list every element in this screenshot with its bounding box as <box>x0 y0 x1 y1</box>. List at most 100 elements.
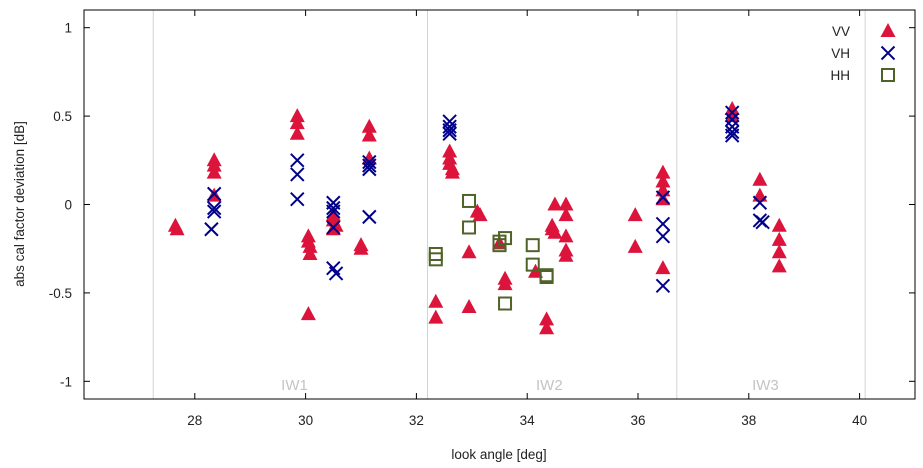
data-point-vh <box>655 229 671 244</box>
data-point-vh <box>655 216 671 232</box>
data-point-vv <box>361 118 377 133</box>
data-point-vh <box>204 222 219 237</box>
data-point-vv <box>771 244 787 259</box>
data-point-vv <box>752 187 768 202</box>
data-point-vv <box>300 306 316 321</box>
data-point-hh <box>525 257 540 272</box>
data-point-vh <box>724 128 740 143</box>
legend-label-vh: VH <box>831 46 850 61</box>
data-point-vv <box>206 157 222 172</box>
data-point-vh <box>290 167 305 182</box>
data-point-vv <box>428 293 444 308</box>
x-tick-label: 34 <box>520 413 536 428</box>
data-point-vv <box>655 164 671 179</box>
data-point-vv <box>627 207 643 222</box>
data-point-vv <box>302 238 318 253</box>
data-point-hh <box>539 269 554 284</box>
data-point-vv <box>361 127 377 142</box>
legend-marker-hh <box>881 68 895 82</box>
data-point-vh <box>362 161 377 177</box>
data-point-vv <box>655 260 671 275</box>
data-point-hh <box>498 231 513 246</box>
x-tick-label: 38 <box>741 413 756 428</box>
data-point-vh <box>362 158 377 173</box>
data-point-vh <box>362 209 377 225</box>
x-axis-label: look angle [deg] <box>451 447 546 462</box>
data-point-vv <box>353 240 369 255</box>
data-point-vv <box>724 101 740 116</box>
data-point-vv <box>771 231 787 246</box>
data-point-vv <box>627 238 643 253</box>
y-tick-label: -0.5 <box>49 286 72 301</box>
y-axis-label: abs cal factor deviation [dB] <box>12 121 27 287</box>
data-point-vh <box>752 195 768 210</box>
data-point-vv <box>497 276 513 291</box>
x-tick-label: 36 <box>630 413 645 428</box>
plot-area-frame <box>83 9 916 400</box>
region-label: IW1 <box>281 377 308 394</box>
legend-label-hh: HH <box>831 68 851 83</box>
data-point-vh <box>326 204 341 219</box>
data-point-vv <box>752 171 768 186</box>
data-point-vv <box>289 125 305 140</box>
legend-label-vv: VV <box>832 24 850 39</box>
data-point-hh <box>462 193 477 208</box>
data-point-vv <box>289 115 305 130</box>
data-point-vh <box>362 154 377 170</box>
region-labels: IW1 IW2 IW3 <box>281 377 779 394</box>
data-point-vv <box>472 207 488 222</box>
y-tick-label: -1 <box>60 374 72 389</box>
data-point-vv <box>461 244 477 259</box>
data-point-vv <box>169 221 185 236</box>
data-point-vv <box>206 164 222 179</box>
data-point-vv <box>442 143 458 158</box>
x-tick-label: 28 <box>187 413 202 428</box>
data-point-vh <box>328 266 344 281</box>
data-point-vh <box>326 220 341 235</box>
data-points <box>167 101 787 335</box>
data-point-vh <box>655 278 671 294</box>
data-point-vv <box>547 196 563 211</box>
data-point-vv <box>539 320 555 335</box>
data-point-vv <box>771 258 787 273</box>
data-point-vh <box>206 204 222 219</box>
data-point-vh <box>755 214 770 230</box>
data-point-vv <box>539 311 555 326</box>
y-tick-label: 0 <box>64 198 72 213</box>
legend-marker-vv <box>880 23 896 37</box>
data-point-vh <box>442 126 457 141</box>
data-point-vv <box>461 299 477 314</box>
data-point-vv <box>558 228 574 243</box>
legend: VV VH HH <box>831 23 896 83</box>
data-point-vh <box>206 200 222 216</box>
y-tick-label: 1 <box>64 21 72 36</box>
data-point-vh <box>206 186 222 202</box>
data-point-vv <box>655 173 671 188</box>
axis-ticks: 28 30 32 34 36 38 40 -1 -0.5 0 0.5 1 <box>49 10 915 428</box>
data-point-vv <box>428 309 444 324</box>
x-tick-label: 40 <box>852 413 867 428</box>
y-tick-label: 0.5 <box>53 109 72 124</box>
data-point-hh <box>462 220 477 235</box>
data-point-hh <box>498 296 513 311</box>
data-point-vh <box>442 119 457 134</box>
data-point-vh <box>290 153 305 168</box>
x-tick-label: 30 <box>298 413 313 428</box>
data-point-vh <box>724 124 740 140</box>
data-point-vv <box>547 224 563 239</box>
data-point-vv <box>558 196 574 211</box>
legend-marker-vh <box>880 45 896 61</box>
data-point-vh <box>655 190 671 205</box>
data-point-vv <box>289 108 305 123</box>
window-boundary-lines <box>152 10 866 399</box>
x-tick-label: 32 <box>409 413 424 428</box>
data-point-vv <box>558 207 574 222</box>
data-point-vv <box>444 164 460 179</box>
data-point-vh <box>290 191 305 207</box>
data-point-vv <box>724 108 740 123</box>
data-point-hh <box>525 238 540 253</box>
data-point-vv <box>302 246 318 261</box>
data-point-vh <box>724 112 740 127</box>
data-point-vv <box>771 217 787 232</box>
